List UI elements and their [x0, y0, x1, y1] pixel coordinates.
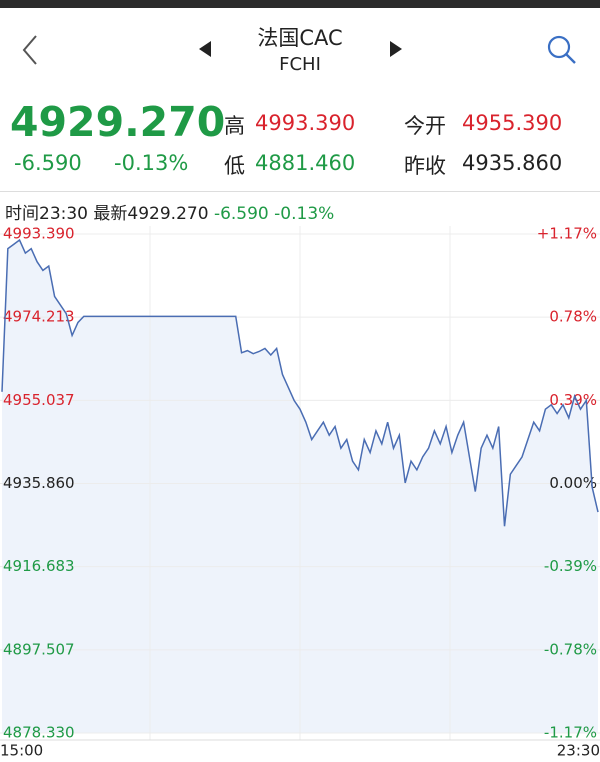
prev-button[interactable]: [197, 40, 213, 58]
y2-tick-label: -1.17%: [544, 724, 597, 742]
y-tick-label: 4878.330: [3, 724, 75, 742]
open-label: 今开: [404, 114, 446, 138]
y2-tick-label: +1.17%: [537, 225, 597, 243]
change-pct: -0.13%: [114, 151, 189, 175]
x-tick-label: 15:00: [0, 742, 43, 760]
info-change: -6.590: [213, 204, 269, 224]
y-tick-label: 4897.507: [3, 640, 75, 658]
y2-tick-label: 0.00%: [549, 474, 597, 492]
time-label: 时间: [5, 204, 39, 224]
info-change-pct: -0.13%: [274, 204, 335, 224]
back-button[interactable]: [18, 34, 42, 66]
y-tick-label: 4916.683: [3, 557, 75, 575]
info-bar: 时间23:30 最新4929.270 -6.590 -0.13%: [5, 199, 334, 224]
status-bar: [0, 0, 600, 8]
y2-tick-label: -0.78%: [544, 640, 597, 658]
y2-tick-label: 0.78%: [549, 308, 597, 326]
latest-label: 最新: [93, 204, 128, 224]
y-tick-label: 4955.037: [3, 391, 75, 409]
low-value: 4881.460: [255, 151, 356, 175]
high-value: 4993.390: [255, 111, 356, 135]
y-tick-label: 4993.390: [3, 225, 75, 243]
high-label: 高: [224, 114, 245, 138]
latest: 4929.270: [127, 204, 209, 224]
low-label: 低: [224, 154, 245, 178]
y-tick-label: 4935.860: [3, 474, 75, 492]
page-subtitle: FCHI: [279, 54, 321, 75]
price-line: [1, 238, 599, 527]
time: 23:30: [39, 204, 88, 224]
open-value: 4955.390: [462, 111, 563, 135]
prev-close-label: 昨收: [404, 154, 446, 178]
divider: [0, 191, 600, 192]
next-button[interactable]: [388, 40, 404, 58]
x-tick-label: 23:30: [557, 742, 600, 760]
y2-tick-label: -0.39%: [544, 557, 597, 575]
page-title: 法国CAC: [257, 26, 343, 50]
search-button[interactable]: [546, 34, 578, 66]
prev-close-value: 4935.860: [462, 151, 563, 175]
price: 4929.270: [10, 98, 226, 146]
y-tick-label: 4974.213: [3, 308, 75, 326]
change: -6.590: [14, 151, 82, 175]
